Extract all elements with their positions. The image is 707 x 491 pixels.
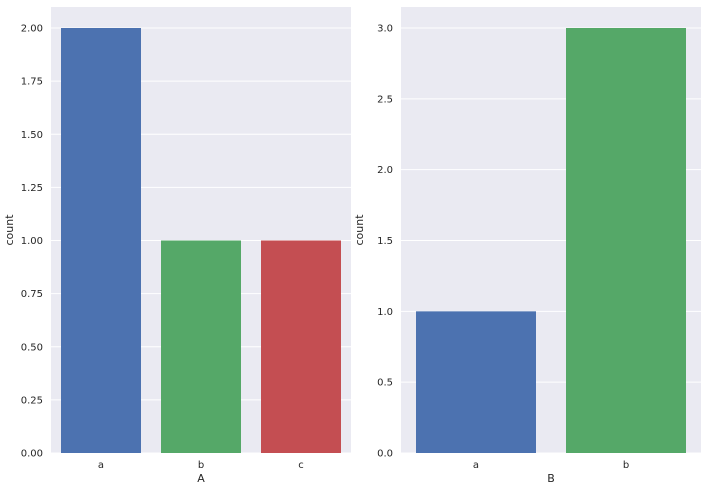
chart-a-y-tick-label: 0.25 <box>21 395 43 406</box>
chart-b-x-tick-label: b <box>623 460 629 471</box>
chart-b-bar-b <box>566 28 686 453</box>
chart-a-y-tick-label: 2.00 <box>21 24 43 35</box>
chart-a-bar-a <box>61 28 141 453</box>
chart-b-y-tick-label: 3.0 <box>377 24 393 35</box>
chart-b-y-tick-label: 2.5 <box>377 94 393 105</box>
chart-a-x-tick-label: c <box>298 460 304 471</box>
chart-a-y-tick-label: 0.50 <box>21 342 43 353</box>
chart-a-y-tick-label: 1.50 <box>21 130 43 141</box>
chart-a-y-tick-label: 1.25 <box>21 183 43 194</box>
chart-a-x-tick-label: a <box>98 460 104 471</box>
chart-b-x-axis-label: B <box>547 472 555 485</box>
chart-b-x-tick-label: a <box>473 460 479 471</box>
chart-b-y-tick-label: 1.0 <box>377 307 393 318</box>
chart-b-y-axis-label: count <box>353 214 366 246</box>
chart-b-bar-a <box>416 311 536 453</box>
chart-a-y-axis-label: count <box>3 214 16 246</box>
chart-b-y-tick-label: 0.5 <box>377 378 393 389</box>
chart-a-y-tick-label: 1.00 <box>21 236 43 247</box>
chart-a-panel: 0.00 0.25 0.50 0.75 1.00 1.25 1.50 1.75 2.00 a b c… <box>3 7 351 485</box>
chart-b-y-tick-label: 0.0 <box>377 449 393 460</box>
chart-a-x-tick-label: b <box>198 460 204 471</box>
chart-b-y-tick-label: 2.0 <box>377 165 393 176</box>
chart-a-y-ticks: 0.00 0.25 0.50 0.75 1.00 1.25 1.50 1.75 2.00 <box>21 24 43 460</box>
chart-b-y-tick-label: 1.5 <box>377 236 393 247</box>
chart-a-y-tick-label: 1.75 <box>21 77 43 88</box>
chart-a-bar-c <box>261 240 341 453</box>
chart-a-y-tick-label: 0.75 <box>21 289 43 300</box>
chart-a-bars <box>61 28 341 453</box>
chart-b-y-ticks: 0.0 0.5 1.0 1.5 2.0 2.5 3.0 <box>377 24 393 460</box>
chart-a-x-ticks: a b c <box>98 460 304 471</box>
chart-a-y-tick-label: 0.00 <box>21 449 43 460</box>
chart-b-bars <box>416 28 686 453</box>
chart-a-x-axis-label: A <box>197 472 205 485</box>
chart-a-bar-b <box>161 240 241 453</box>
